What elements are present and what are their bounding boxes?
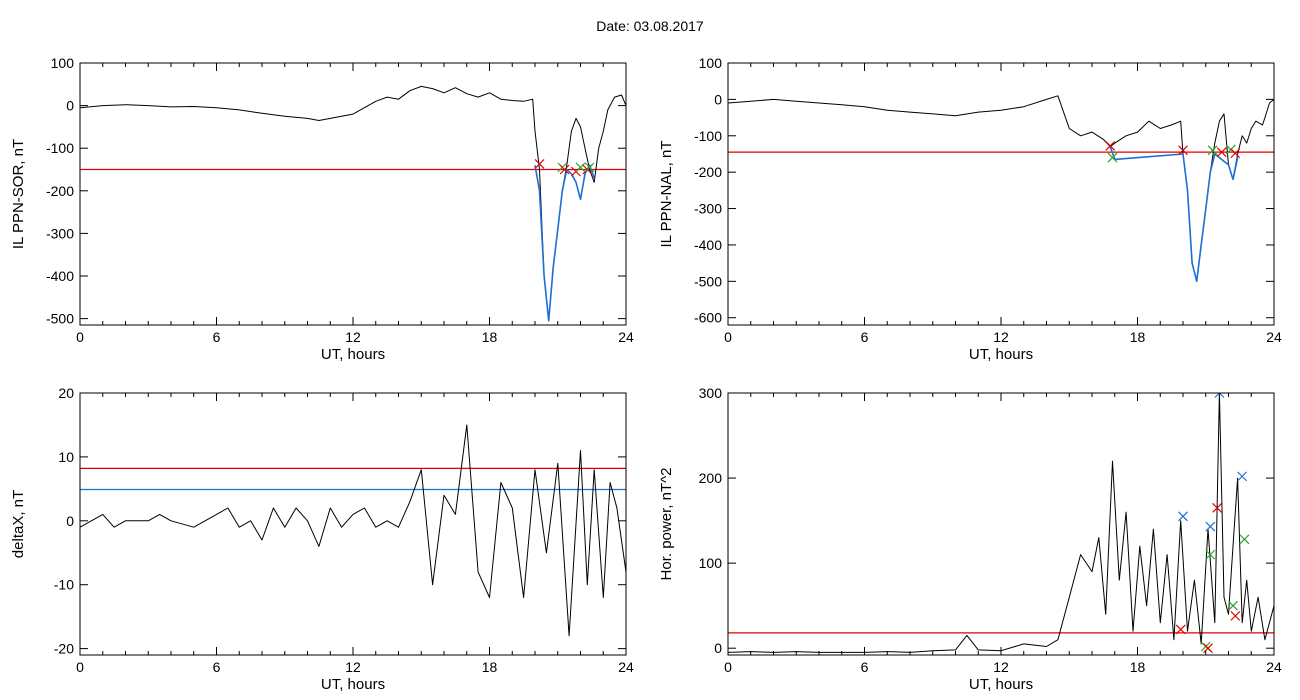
y-axis-label-nal: IL PPN-NAL, nT bbox=[658, 141, 675, 248]
marker-power-3 bbox=[1205, 521, 1216, 532]
y-axis-label-power: Hor. power, nT^2 bbox=[658, 468, 675, 581]
x-tick-label-power: 12 bbox=[993, 659, 1009, 675]
x-tick-label-power: 0 bbox=[724, 659, 732, 675]
panel-power: 0 6 12 18 24 300 200 100 0 UT, hours Hor. power, n… bbox=[658, 385, 1282, 693]
x-axis-label-power: UT, hours bbox=[969, 676, 1033, 693]
y-tick-label-nal: -200 bbox=[694, 164, 722, 180]
x-tick-label-nal: 12 bbox=[993, 329, 1009, 345]
y-tick-label-nal: -500 bbox=[694, 273, 722, 289]
x-axis-label-deltax: UT, hours bbox=[321, 676, 385, 693]
x-tick-label-nal: 24 bbox=[1266, 329, 1282, 345]
y-tick-label-deltax: 20 bbox=[58, 385, 74, 401]
y-tick-label-power: 100 bbox=[699, 555, 723, 571]
x-axis-label-nal: UT, hours bbox=[969, 346, 1033, 363]
x-tick-label-power: 6 bbox=[861, 659, 869, 675]
panel-sor: 0 6 12 18 24 100 0 -100 -200 -300 -400 -500 UT, hour… bbox=[10, 55, 634, 363]
y-tick-label-sor: -500 bbox=[46, 311, 74, 327]
plot-frame-power bbox=[727, 392, 1275, 656]
marker-power-11 bbox=[1239, 534, 1250, 545]
x-tick-label-nal: 18 bbox=[1130, 329, 1146, 345]
marker-power-0 bbox=[1178, 511, 1188, 522]
marker-power-2 bbox=[1205, 549, 1216, 560]
x-tick-label-nal: 0 bbox=[724, 329, 732, 345]
y-tick-label-deltax: -10 bbox=[54, 577, 74, 593]
x-tick-label-power: 18 bbox=[1130, 659, 1146, 675]
x-tick-label-sor: 18 bbox=[482, 329, 498, 345]
marker-nal-2 bbox=[1178, 145, 1188, 156]
x-tick-label-sor: 12 bbox=[345, 329, 361, 345]
series-line-sor-0 bbox=[80, 85, 626, 322]
x-tick-label-deltax: 6 bbox=[213, 659, 221, 675]
x-tick-label-deltax: 24 bbox=[618, 659, 634, 675]
panel-deltax: 0 6 12 18 24 20 10 0 -10 -20 UT, hours deltaX, nT bbox=[10, 385, 634, 693]
marker-power-8 bbox=[1228, 600, 1238, 611]
y-tick-label-sor: -200 bbox=[46, 183, 74, 199]
marker-sor-2 bbox=[559, 164, 570, 175]
y-tick-label-deltax: -20 bbox=[54, 641, 74, 657]
marker-sor-6 bbox=[584, 162, 595, 173]
series-line-deltax-0 bbox=[80, 424, 626, 637]
x-tick-label-deltax: 18 bbox=[482, 659, 498, 675]
y-tick-label-power: 300 bbox=[699, 385, 723, 401]
y-tick-label-nal: 0 bbox=[714, 91, 722, 107]
series-line-sor-1 bbox=[534, 164, 595, 322]
y-tick-label-nal: -400 bbox=[694, 237, 722, 253]
x-tick-label-sor: 0 bbox=[76, 329, 84, 345]
x-tick-label-sor: 6 bbox=[213, 329, 221, 345]
marker-nal-6 bbox=[1230, 148, 1241, 159]
y-axis-label-deltax: deltaX, nT bbox=[10, 490, 27, 558]
x-tick-label-deltax: 12 bbox=[345, 659, 361, 675]
y-tick-label-nal: 100 bbox=[699, 55, 723, 71]
plot-frame-sor bbox=[79, 62, 627, 326]
y-tick-label-sor: -300 bbox=[46, 225, 74, 241]
y-tick-label-nal: -100 bbox=[694, 128, 722, 144]
marker-power-5 bbox=[1214, 393, 1225, 398]
y-tick-label-power: 200 bbox=[699, 470, 723, 486]
page-title: Date: 03.08.2017 bbox=[596, 18, 704, 34]
x-tick-label-sor: 24 bbox=[618, 329, 634, 345]
y-tick-label-deltax: 10 bbox=[58, 449, 74, 465]
marker-power-4 bbox=[1212, 502, 1223, 513]
x-axis-label-sor: UT, hours bbox=[321, 346, 385, 363]
x-tick-label-power: 24 bbox=[1266, 659, 1282, 675]
panel-nal: 0 6 12 18 24 100 0 -100 -200 -300 -400 -500 -600 UT, … bbox=[658, 55, 1282, 363]
marker-nal-1 bbox=[1107, 152, 1118, 163]
series-line-nal-1 bbox=[1109, 146, 1239, 283]
y-tick-label-nal: -600 bbox=[694, 310, 722, 326]
marker-power-10 bbox=[1237, 471, 1248, 482]
y-tick-label-sor: -400 bbox=[46, 268, 74, 284]
y-tick-label-power: 0 bbox=[714, 640, 722, 656]
y-tick-label-sor: -100 bbox=[46, 140, 74, 156]
y-axis-label-sor: IL PPN-SOR, nT bbox=[10, 139, 27, 249]
series-line-power-0 bbox=[728, 393, 1274, 653]
marker-nal-5 bbox=[1225, 144, 1236, 155]
marker-sor-4 bbox=[575, 162, 586, 173]
marker-power-7 bbox=[1203, 643, 1213, 654]
y-tick-label-deltax: 0 bbox=[66, 513, 74, 529]
marker-power-9 bbox=[1230, 610, 1241, 621]
plot-frame-deltax bbox=[79, 392, 627, 656]
marker-nal-4 bbox=[1216, 147, 1227, 158]
y-tick-label-sor: 100 bbox=[51, 55, 75, 71]
marker-nal-3 bbox=[1207, 145, 1218, 156]
y-tick-label-nal: -300 bbox=[694, 201, 722, 217]
x-tick-label-nal: 6 bbox=[861, 329, 869, 345]
marker-power-1 bbox=[1175, 624, 1186, 635]
y-tick-label-sor: 0 bbox=[66, 98, 74, 114]
marker-sor-0 bbox=[534, 159, 545, 169]
marker-nal-0 bbox=[1105, 141, 1116, 151]
x-tick-label-deltax: 0 bbox=[76, 659, 84, 675]
